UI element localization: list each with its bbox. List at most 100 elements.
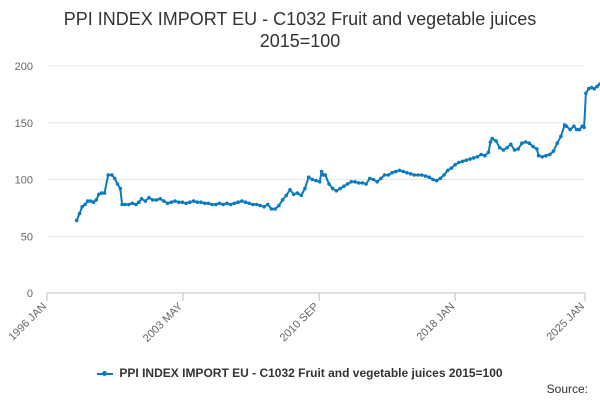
y-tick-label: 150 [15,118,33,130]
data-point [564,124,569,128]
data-point [401,169,406,174]
chart-title-line-2: 2015=100 [259,31,341,51]
data-point [486,150,491,155]
data-point [584,91,588,95]
data-point [471,156,476,160]
data-point [74,218,79,223]
data-point [548,152,552,157]
legend-label: PPI INDEX IMPORT EU - C1032 Fruit and ve… [119,366,503,380]
data-point [364,182,368,186]
data-point [475,155,480,159]
data-point [139,197,144,201]
data-point [143,199,148,203]
data-point [423,174,428,178]
data-point [280,198,285,202]
data-point [559,134,563,139]
source-label: Source: [546,382,588,396]
data-point [180,200,185,204]
legend[interactable]: PPI INDEX IMPORT EU - C1032 Fruit and ve… [0,366,600,380]
data-point [574,127,579,132]
data-point [284,193,289,198]
data-point [523,140,528,144]
data-point [206,201,211,206]
data-point [295,191,300,195]
data-point [577,127,582,132]
data-point [243,200,248,204]
chart-title-line-1: PPI INDEX IMPORT EU - C1032 Fruit and ve… [63,9,537,29]
data-point [490,136,495,141]
data-point [488,140,493,144]
data-point [147,195,151,200]
data-point [494,139,498,143]
x-tick-label: 2010 SEP [278,301,322,345]
data-point [356,181,361,185]
data-point [80,204,84,209]
data-point [360,181,365,185]
data-point [464,158,469,162]
data-point [555,141,559,145]
data-point [162,199,166,203]
data-point [535,147,539,151]
data-point [221,202,225,207]
data-point [191,199,196,203]
data-point [379,176,383,181]
data-point [509,142,513,147]
data-point [449,166,454,170]
data-point [540,155,545,159]
data-point [126,202,131,207]
data-point [368,176,372,181]
data-point [273,207,278,211]
data-point [91,200,96,204]
data-point [225,201,229,206]
data-point [531,144,535,149]
data-point [288,187,292,192]
y-tick-label: 200 [15,61,33,73]
data-point [120,202,124,207]
data-point [217,201,222,206]
y-tick-label: 0 [27,288,33,300]
data-point [123,202,127,207]
data-point [445,168,450,173]
data-point [254,202,259,207]
data-point [442,173,446,177]
data-point [589,85,594,90]
data-point [210,202,214,207]
data-point [568,127,572,132]
data-point [214,202,218,207]
data-point [188,200,192,204]
data-point [83,202,87,207]
data-point [505,145,509,150]
data-point [86,199,90,203]
data-point [397,168,402,173]
data-point [251,202,255,207]
data-point [299,193,304,198]
data-point [134,202,138,207]
data-point [228,202,233,207]
data-point [158,197,162,201]
data-point [314,178,318,183]
data-point [501,148,506,152]
data-point [386,173,391,177]
data-point [349,180,354,184]
data-point [291,192,296,197]
data-point [419,173,424,177]
data-point [202,201,207,206]
data-point [169,200,174,204]
data-point [342,184,346,189]
data-point [394,169,398,174]
data-point [516,147,520,151]
data-point [150,198,155,202]
data-point [317,180,322,184]
x-tick-label: 2003 MAY [141,300,186,345]
data-point [434,178,439,183]
data-point [112,176,117,181]
data-point [97,192,101,197]
data-point [595,84,599,89]
data-point [405,170,409,175]
data-point [232,201,237,206]
data-point [77,211,82,216]
data-point [266,202,270,207]
data-point [330,186,335,191]
data-point [497,145,502,150]
data-point [468,157,472,161]
